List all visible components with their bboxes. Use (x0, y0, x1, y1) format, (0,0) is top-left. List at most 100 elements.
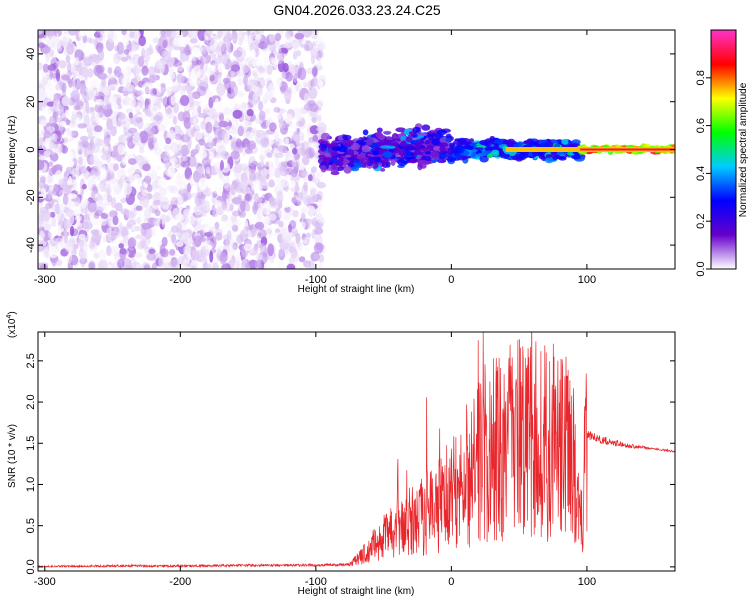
spectrogram-cell (129, 96, 136, 109)
spectrogram-cell (126, 84, 136, 92)
spectrogram-cell (266, 152, 273, 158)
spectrogram-cell (475, 147, 484, 151)
spectrogram-cell (121, 258, 132, 269)
spectrogram-cell (129, 31, 134, 38)
spectrogram-cell (209, 38, 217, 51)
spectrogram-cell (190, 265, 197, 269)
spectrogram-cell (96, 30, 105, 36)
spectrogram-cell (244, 203, 251, 212)
spectrogram-cell (266, 259, 271, 269)
spectrogram-cell (68, 78, 73, 88)
spectrogram-cell (244, 131, 254, 139)
spectrogram-cell (214, 221, 220, 230)
spectrogram-cell (320, 148, 326, 152)
spectrogram-cell (134, 131, 140, 143)
spectrogram-cell (315, 213, 323, 221)
spectrogram-cell (165, 149, 175, 157)
spectrogram-cell (309, 111, 317, 118)
spectrogram-cell (299, 170, 310, 177)
spectrogram-cell (318, 143, 328, 150)
spectrogram-cell (305, 232, 312, 238)
spectrogram-cell (229, 202, 234, 212)
spectrogram-cell (80, 196, 88, 210)
spectrogram-cell (260, 145, 266, 159)
spectrogram-cell (61, 96, 70, 107)
spectrogram-cell (317, 190, 323, 203)
spectrogram-cell (295, 120, 304, 128)
spectrogram-cell (430, 150, 440, 159)
spectrogram-cell (190, 31, 198, 39)
spectrogram-cell (305, 218, 313, 225)
spectrogram-cell (310, 47, 320, 58)
spectrogram-cell (167, 165, 176, 176)
spectrogram-cell (256, 77, 266, 89)
spectrogram-cell (79, 258, 88, 264)
spectrogram-cell (277, 59, 285, 73)
spectrogram-cell (57, 144, 63, 155)
spectrogram-cell (89, 79, 99, 89)
spectrogram-steady-core (580, 148, 675, 151)
spectrogram-cell (412, 126, 421, 133)
spectrogram-cell (171, 31, 181, 39)
spectrogram-cell (311, 116, 317, 123)
spectrogram-cell (106, 228, 111, 234)
spectrogram-cell (219, 113, 224, 123)
spectrogram-cell (221, 263, 232, 269)
spectrogram-cell (292, 147, 298, 155)
spectrogram-cell (179, 180, 186, 191)
spectrogram-cell (318, 262, 323, 269)
spectrogram-cell (375, 132, 384, 138)
spectrogram-cell (264, 159, 272, 168)
spectrogram-cell (250, 49, 256, 58)
spectrogram-cell (163, 116, 170, 127)
spectrogram-cell (295, 110, 304, 122)
spectrogram-cell (79, 30, 87, 36)
spectrogram-cell (287, 143, 295, 151)
spectrogram-cell (93, 31, 101, 38)
spectrogram-cell (160, 82, 166, 88)
spectrogram-cell (85, 86, 91, 93)
spectrogram-cell (304, 76, 312, 84)
spectrogram-cell (176, 241, 184, 248)
spectrogram-cell (177, 111, 186, 122)
spectrogram-cell (103, 100, 113, 111)
spectrogram-cell (256, 207, 263, 220)
spectrogram-cell (200, 242, 207, 253)
spectrogram-cell (138, 95, 145, 109)
chart-title: GN04.2026.033.23.24.C25 (273, 2, 441, 18)
spectrogram-cell (134, 234, 145, 240)
spectrogram-cell (106, 162, 116, 174)
spectrogram-cell (342, 134, 352, 141)
spectrogram-cell (262, 165, 270, 177)
spectrogram-cell (183, 156, 188, 163)
spectrogram-cell (121, 75, 132, 89)
spectrogram-cell (345, 154, 352, 158)
spectrogram-cell (209, 250, 214, 263)
spectrogram-cell (235, 34, 245, 44)
spectrogram-cell (176, 65, 184, 72)
spectrogram-cell (195, 209, 201, 220)
spectrogram-cell (245, 143, 255, 150)
spectrogram-cell (544, 157, 554, 164)
spectrogram-cell (109, 74, 115, 80)
spectrogram-cell (78, 148, 83, 155)
spectrogram-cell (350, 166, 360, 172)
spectrogram-cell (38, 180, 43, 187)
spectrogram-cell (175, 213, 185, 222)
spectrogram-cell (288, 257, 295, 263)
spectrogram-cell (425, 151, 431, 155)
colorbar-tick-label: 0.4 (695, 166, 707, 181)
spectrogram-cell (161, 213, 167, 225)
spectrogram-cell (77, 139, 85, 146)
spectrogram-cell (128, 51, 133, 57)
spectrogram-cell (74, 98, 83, 104)
spectrogram-cell (172, 115, 178, 125)
spectrogram-cell (252, 93, 259, 101)
spectrogram-cell (279, 52, 285, 61)
spectrogram-cell (148, 248, 156, 255)
spectrogram-cell (51, 133, 58, 142)
spectrogram-cell (292, 73, 298, 83)
snr-y-tick-label: 1.0 (25, 477, 37, 492)
spectrogram-cell (273, 106, 281, 113)
colorbar-tick-label: 0.0 (695, 261, 707, 276)
